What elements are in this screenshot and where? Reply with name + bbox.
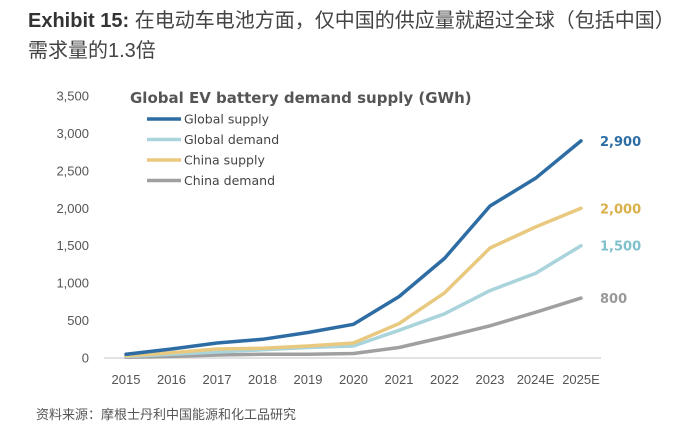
x-tick-label: 2024E bbox=[517, 372, 555, 387]
series-line-global-supply bbox=[124, 139, 583, 357]
x-tick-label: 2019 bbox=[294, 372, 323, 387]
exhibit-number: Exhibit 15: bbox=[28, 10, 130, 32]
series-line-china-demand bbox=[124, 296, 583, 360]
end-label-global-demand: 1,500 bbox=[600, 240, 641, 255]
y-tick-label: 3,000 bbox=[56, 126, 89, 141]
y-tick-label: 500 bbox=[67, 313, 89, 328]
y-tick-label: 3,500 bbox=[56, 89, 89, 104]
x-tick-label: 2018 bbox=[248, 372, 277, 387]
chart-title: Global EV battery demand supply (GWh) bbox=[130, 89, 472, 107]
series-group bbox=[124, 139, 583, 360]
legend-label: China demand bbox=[184, 173, 275, 188]
series-line-global-demand bbox=[124, 243, 583, 359]
end-label-china-demand: 800 bbox=[600, 292, 627, 307]
x-tick-label: 2021 bbox=[385, 372, 414, 387]
y-tick-label: 2,000 bbox=[56, 201, 89, 216]
legend-label: China supply bbox=[184, 153, 265, 168]
end-label-china-supply: 2,000 bbox=[600, 202, 641, 217]
x-axis: 2015 2016 2017 2018 2019 2020 2021 2022 2023 2024… bbox=[112, 372, 601, 387]
exhibit-caption: 在电动车电池方面，仅中国的供应量就超过全球（包括中国）需求量的1.3倍 bbox=[28, 10, 675, 62]
x-tick-label: 2020 bbox=[339, 372, 368, 387]
y-axis: 0 500 1,000 1,500 2,000 2,500 3,000 3,500 bbox=[56, 89, 89, 366]
legend-label: Global supply bbox=[184, 112, 270, 127]
y-tick-label: 2,500 bbox=[56, 163, 89, 178]
x-tick-label: 2023 bbox=[476, 372, 505, 387]
y-tick-label: 0 bbox=[82, 351, 89, 366]
x-tick-label: 2017 bbox=[203, 372, 232, 387]
legend-label: Global demand bbox=[184, 132, 279, 147]
end-label-global-supply: 2,900 bbox=[600, 135, 641, 150]
legend: Global supply Global demand China supply Ch… bbox=[147, 112, 279, 188]
x-tick-label: 2016 bbox=[157, 372, 186, 387]
exhibit-title: Exhibit 15: 在电动车电池方面，仅中国的供应量就超过全球（包括中国）需… bbox=[28, 6, 688, 66]
source-note: 资料来源：摩根士丹利中国能源和化工品研究 bbox=[36, 408, 297, 423]
y-tick-label: 1,500 bbox=[56, 238, 89, 253]
x-tick-label: 2015 bbox=[112, 372, 141, 387]
x-tick-label: 2025E bbox=[562, 372, 600, 387]
end-labels: 2,900 1,500 2,000 800 bbox=[600, 135, 641, 307]
x-tick-label: 2022 bbox=[430, 372, 459, 387]
y-tick-label: 1,000 bbox=[56, 276, 89, 291]
series-line-china-supply bbox=[124, 206, 583, 358]
